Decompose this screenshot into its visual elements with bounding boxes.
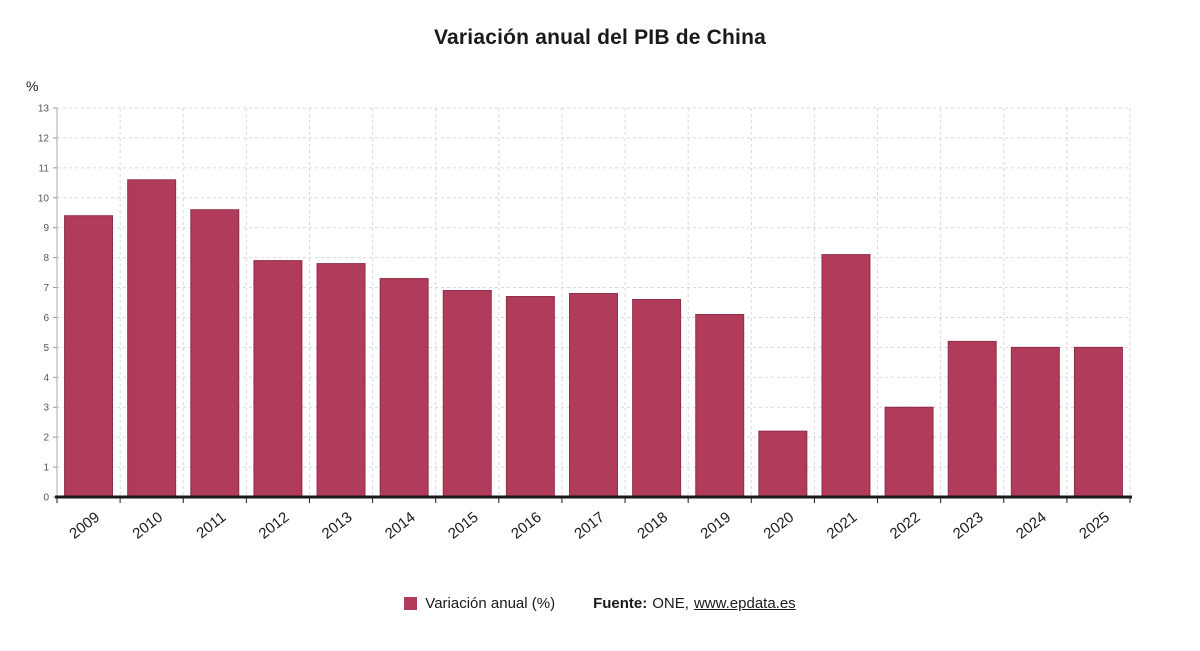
source-line: Fuente: ONE, www.epdata.es xyxy=(593,595,796,612)
y-axis-unit-label: % xyxy=(26,78,39,94)
y-tick-label: 1 xyxy=(43,463,49,474)
y-tick-label: 7 xyxy=(43,283,49,294)
y-tick-label: 11 xyxy=(39,163,50,174)
bar-2021 xyxy=(821,254,871,498)
x-tick-label-2012: 2012 xyxy=(256,509,293,543)
x-tick-label-2019: 2019 xyxy=(697,509,734,543)
x-tick-label-2009: 2009 xyxy=(66,509,103,543)
bar-2022 xyxy=(884,406,934,498)
y-tick-label: 2 xyxy=(43,433,49,444)
x-tick-label-2017: 2017 xyxy=(571,509,608,543)
y-tick-label: 6 xyxy=(43,313,49,324)
bar-2013 xyxy=(316,263,366,498)
y-tick-label: 4 xyxy=(43,373,49,384)
source-link[interactable]: www.epdata.es xyxy=(693,595,796,612)
bar-2018 xyxy=(632,299,682,498)
x-tick-label-2014: 2014 xyxy=(382,509,419,543)
source-text: ONE, xyxy=(652,595,689,612)
x-tick-label-2015: 2015 xyxy=(445,509,482,543)
bar-2023 xyxy=(947,340,997,498)
chart-title: Variación anual del PIB de China xyxy=(434,26,766,49)
bar-2015 xyxy=(442,290,492,498)
y-tick-label: 8 xyxy=(43,253,49,264)
legend-label: Variación anual (%) xyxy=(425,595,556,612)
x-tick-label-2016: 2016 xyxy=(508,509,545,543)
legend-item: Variación anual (%) xyxy=(404,595,555,612)
bar-2009 xyxy=(64,215,114,498)
legend-swatch xyxy=(404,597,418,610)
bar-2014 xyxy=(379,278,429,498)
y-tick-label: 10 xyxy=(38,193,50,204)
x-tick-label-2010: 2010 xyxy=(129,509,166,543)
y-tick-label: 9 xyxy=(43,223,49,234)
x-tick-label-2013: 2013 xyxy=(319,509,356,543)
y-tick-label: 5 xyxy=(43,343,49,354)
x-tick-label-2022: 2022 xyxy=(887,509,924,543)
bar-2024 xyxy=(1010,346,1060,498)
y-tick-label: 0 xyxy=(43,493,49,504)
bar-2019 xyxy=(695,313,745,498)
bar-2011 xyxy=(190,209,240,498)
y-tick-label: 13 xyxy=(38,104,50,115)
x-tick-label-2018: 2018 xyxy=(634,509,671,543)
y-tick-label: 3 xyxy=(43,403,49,414)
x-tick-label-2021: 2021 xyxy=(824,509,861,543)
x-tick-label-2025: 2025 xyxy=(1076,509,1113,543)
source-prefix: Fuente: xyxy=(593,595,648,612)
bar-2025 xyxy=(1073,346,1123,498)
x-tick-label-2024: 2024 xyxy=(1013,509,1050,543)
bar-2012 xyxy=(253,260,303,498)
bar-2010 xyxy=(127,179,177,498)
bar-2020 xyxy=(758,430,808,498)
x-tick-label-2020: 2020 xyxy=(761,509,798,543)
x-tick-label-2023: 2023 xyxy=(950,509,987,543)
bar-2017 xyxy=(569,293,618,498)
y-tick-label: 12 xyxy=(38,133,50,144)
x-tick-label-2011: 2011 xyxy=(193,509,229,542)
legend-row: Variación anual (%) Fuente: ONE, www.epd… xyxy=(0,595,1200,612)
bar-2016 xyxy=(505,296,555,498)
